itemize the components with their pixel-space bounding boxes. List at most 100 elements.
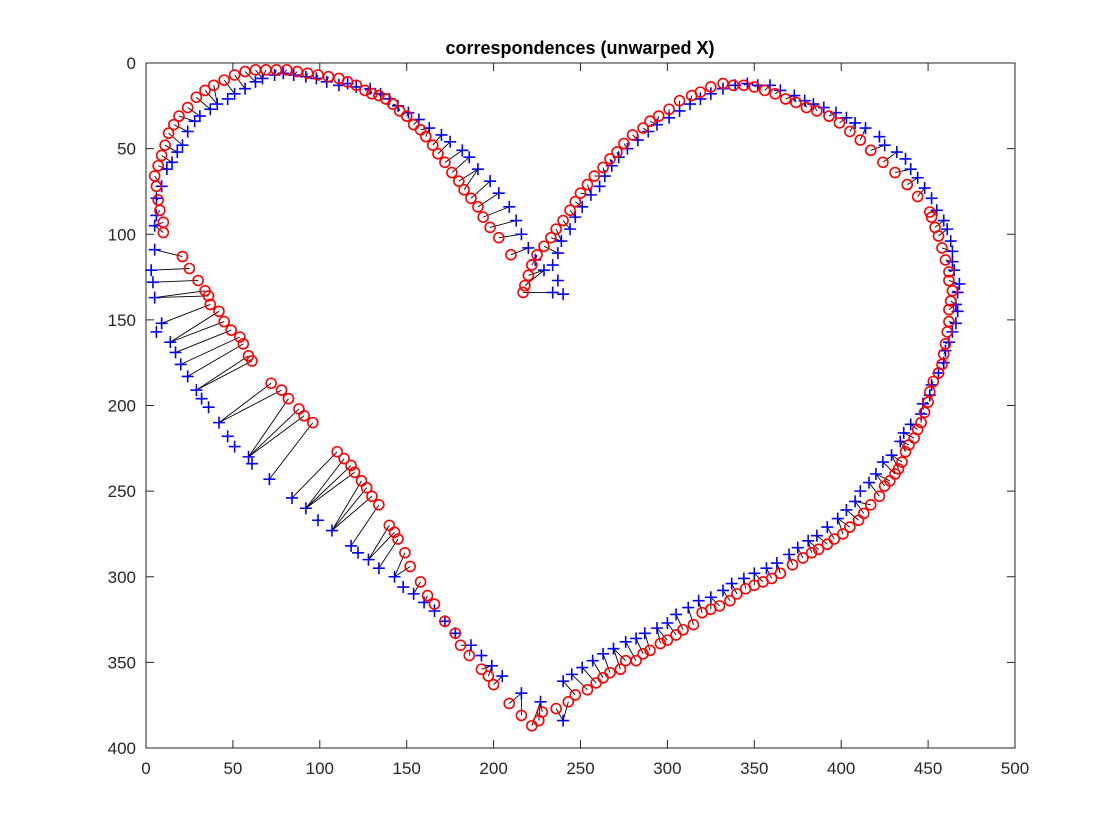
correspondence-line [826, 526, 835, 540]
correspondence-line [269, 422, 314, 480]
correspondence-line [170, 321, 225, 343]
circle-marker [604, 153, 616, 165]
correspondence-line [477, 192, 500, 208]
y-tick-label: 200 [108, 397, 136, 416]
plus-marker [619, 635, 632, 648]
circle-marker [345, 459, 357, 472]
plus-marker [565, 668, 578, 681]
plus-marker [949, 317, 962, 330]
plus-marker [725, 577, 738, 590]
circle-marker [487, 678, 500, 691]
plus-marker [465, 639, 478, 652]
plus-marker [428, 605, 441, 617]
circle-marker [790, 96, 802, 109]
x-tick-label: 300 [653, 759, 681, 778]
circle-marker [239, 65, 251, 78]
circle-marker [569, 689, 582, 701]
correspondence-line [164, 144, 178, 153]
plus-marker [546, 259, 559, 272]
x-tick-label: 400 [827, 759, 855, 778]
plus-marker [438, 615, 451, 628]
plus-marker [760, 562, 773, 575]
circle-marker [936, 242, 948, 254]
correspondence-line [218, 389, 282, 424]
correspondence-line [816, 535, 828, 545]
correspondence-line [444, 149, 463, 163]
correspondence-line [903, 432, 915, 439]
circle-marker [924, 206, 936, 218]
circle-marker [503, 697, 516, 710]
correspondence-line [151, 268, 190, 271]
circle-marker [939, 254, 952, 266]
circle-marker [562, 695, 575, 708]
circle-marker [421, 589, 434, 602]
plus-marker [160, 163, 173, 176]
correspondence-line [331, 495, 373, 531]
y-tick-label: 300 [108, 568, 136, 587]
circle-marker [545, 231, 557, 244]
circle-marker [282, 392, 295, 405]
circle-marker [472, 201, 484, 213]
correspondence-line [592, 660, 604, 679]
correspondence-line [173, 124, 188, 132]
circle-marker [901, 178, 914, 191]
plus-marker [925, 378, 938, 391]
correspondence-line [868, 482, 880, 497]
circle-marker [673, 94, 686, 107]
circle-marker [864, 144, 877, 157]
plus-marker [638, 627, 651, 640]
plus-marker [372, 562, 385, 575]
correspondence-line [154, 290, 206, 299]
plus-marker [904, 163, 917, 176]
plus-marker [221, 92, 234, 105]
plus-marker [946, 245, 959, 258]
circle-marker [454, 639, 467, 652]
plus-marker [362, 553, 375, 566]
plus-marker [569, 211, 582, 224]
correspondence-line [753, 573, 764, 583]
plus-marker [171, 146, 184, 159]
plus-marker [193, 110, 206, 123]
plus-marker [397, 581, 410, 594]
circle-marker [637, 122, 649, 134]
plus-marker [228, 87, 241, 100]
circle-marker [844, 521, 856, 533]
circle-marker [493, 231, 505, 244]
plus-marker [164, 336, 177, 349]
circle-marker [943, 274, 955, 287]
plus-marker [407, 587, 420, 600]
plus-marker [503, 200, 516, 213]
plus-marker [670, 608, 683, 621]
correspondence-line [218, 382, 272, 423]
plus-marker [894, 435, 907, 448]
circle-marker [877, 156, 889, 169]
circle-marker [833, 117, 846, 129]
plus-marker [190, 384, 203, 397]
correspondence-line [510, 247, 529, 256]
plus-marker [345, 539, 358, 552]
circle-marker [779, 93, 792, 105]
plus-marker [904, 418, 917, 431]
chart-title: correspondences (unwarped X) [445, 38, 714, 58]
y-tick-label: 50 [117, 140, 136, 159]
correspondence-line [175, 329, 232, 353]
circle-marker [338, 452, 350, 465]
correspondence-line [882, 151, 898, 163]
circle-marker [465, 192, 477, 205]
circle-marker [731, 588, 743, 600]
circle-marker [823, 110, 835, 122]
circle-marker [428, 598, 441, 610]
circle-marker [652, 110, 665, 122]
plus-marker [285, 491, 298, 504]
circle-marker [531, 249, 543, 261]
correspondence-line [437, 141, 451, 155]
circle-marker [237, 338, 250, 350]
x-tick-label: 100 [306, 759, 334, 778]
plus-marker [496, 670, 509, 683]
plus-marker [704, 591, 717, 604]
plus-marker [155, 317, 168, 330]
circle-marker [812, 543, 825, 556]
y-tick-label: 100 [108, 225, 136, 244]
correspondence-line [764, 84, 771, 91]
